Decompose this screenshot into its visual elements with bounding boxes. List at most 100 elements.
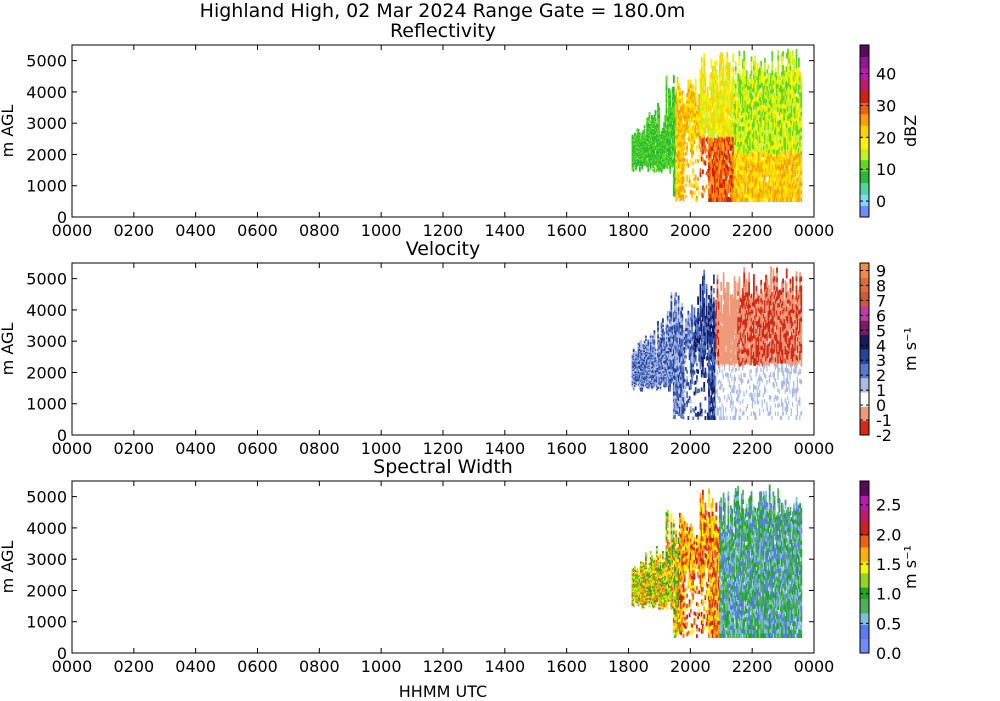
heatmap-cell	[655, 117, 657, 119]
heatmap-cell	[800, 76, 802, 81]
heatmap-cell	[717, 75, 719, 80]
heatmap-cell	[732, 58, 734, 63]
heatmap-cell	[634, 133, 636, 135]
heatmap-cell	[729, 89, 731, 94]
heatmap-cell	[748, 198, 750, 202]
heatmap-cell	[655, 110, 657, 112]
heatmap-cell	[799, 72, 801, 77]
heatmap-cell	[703, 62, 705, 67]
heatmap-cell	[790, 65, 792, 70]
heatmap-cell	[715, 69, 717, 74]
heatmap-cell	[751, 57, 753, 62]
colorbar-segment	[860, 88, 869, 91]
heatmap-cell	[675, 93, 677, 97]
heatmap-cell	[751, 70, 753, 75]
heatmap-cell	[685, 152, 687, 155]
heatmap-cell	[705, 129, 707, 134]
heatmap-cell	[715, 60, 717, 65]
heatmap-cell	[800, 170, 802, 175]
heatmap-cell	[644, 125, 646, 127]
colorbar-segment	[860, 82, 869, 85]
colorbar-segment	[860, 186, 869, 189]
heatmap-cell	[732, 53, 734, 58]
colorbar-segment	[860, 160, 869, 163]
heatmap-cell	[771, 61, 773, 66]
heatmap-cell	[777, 50, 779, 55]
heatmap-cell	[705, 76, 707, 81]
colorbar-segment	[860, 91, 869, 94]
heatmap-cell	[798, 62, 800, 67]
heatmap-cell	[679, 88, 681, 92]
heatmap-cell	[686, 159, 688, 163]
heatmap-cell	[639, 166, 641, 168]
heatmap-cell	[754, 56, 756, 61]
heatmap-cell	[729, 76, 731, 81]
colorbar-segment	[860, 100, 869, 103]
heatmap-cell	[705, 80, 707, 85]
heatmap-cell	[698, 191, 700, 195]
heatmap-cell	[673, 75, 675, 79]
heatmap-cell	[686, 175, 688, 179]
colorbar-segment	[860, 97, 869, 100]
heatmap-cell	[655, 349, 657, 351]
heatmap-cell	[685, 184, 687, 187]
heatmap-cell	[684, 147, 686, 151]
heatmap-cell	[638, 129, 640, 131]
heatmap-cell	[649, 112, 651, 114]
heatmap-cell	[800, 131, 802, 136]
heatmap-cell	[735, 83, 737, 88]
heatmap-cell	[647, 340, 649, 342]
heatmap-cell	[689, 179, 691, 183]
heatmap-cell	[800, 111, 802, 116]
heatmap-cell	[798, 58, 800, 63]
heatmap-cell	[715, 128, 717, 133]
colorbar-segment	[860, 151, 869, 154]
heatmap-cell	[747, 78, 749, 83]
heatmap-cell	[790, 56, 792, 61]
heatmap-cell	[790, 61, 792, 66]
heatmap-cell	[723, 62, 725, 67]
heatmap-cell	[705, 72, 707, 77]
heatmap-cell	[739, 70, 741, 75]
colorbar-tick-label: 0	[876, 192, 886, 211]
heatmap-cell	[666, 76, 668, 80]
heatmap-cell	[684, 158, 686, 162]
heatmap-cell	[695, 102, 697, 106]
colorbar-segment	[860, 125, 869, 128]
heatmap-cell	[702, 170, 704, 175]
heatmap-cell	[703, 137, 705, 142]
heatmap-cell	[684, 190, 686, 194]
heatmap-cell	[793, 67, 795, 72]
colorbar-segment	[860, 143, 869, 146]
heatmap-cell	[635, 351, 637, 353]
colorbar-segment	[860, 57, 869, 60]
heatmap-cell	[712, 138, 714, 143]
heatmap-cell	[701, 66, 703, 71]
heatmap-cell	[639, 133, 641, 135]
heatmap-cell	[800, 151, 802, 156]
colorbar-segment	[860, 134, 869, 137]
heatmap-cell	[796, 49, 798, 54]
colorbar-segment	[860, 54, 869, 57]
heatmap-cell	[706, 185, 708, 189]
heatmap-cell	[732, 67, 734, 72]
colorbar-segment	[860, 174, 869, 177]
heatmap-cell	[645, 342, 647, 344]
colorbar-segment	[860, 191, 869, 194]
heatmap-cell	[713, 134, 715, 139]
heatmap-cell	[686, 142, 688, 146]
y-axis-label: m AGL	[0, 105, 17, 158]
colorbar-segment	[860, 48, 869, 51]
heatmap-cell	[654, 167, 656, 169]
heatmap-cell	[690, 80, 692, 84]
heatmap-cell	[800, 194, 802, 199]
heatmap-cell	[640, 340, 642, 342]
heatmap-cell	[785, 151, 787, 156]
heatmap-cell	[751, 66, 753, 71]
heatmap-cell	[689, 175, 691, 179]
colorbar-segment	[860, 122, 869, 125]
heatmap-cell	[688, 163, 690, 167]
heatmap-cell	[743, 70, 745, 75]
